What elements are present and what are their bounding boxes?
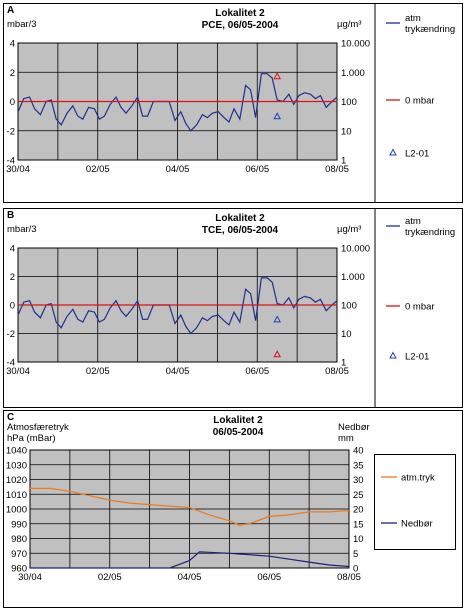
y-tick-label: 960	[11, 564, 27, 575]
legend-label: trykændring	[405, 24, 455, 35]
series-atm-trykændring-line	[17, 277, 338, 335]
y-tick-label: -2	[7, 329, 15, 340]
x-tick-label: 08/05	[325, 366, 349, 377]
y2-tick-label: 10.000	[341, 244, 370, 255]
y2-tick-label: 10	[353, 534, 364, 545]
y-tick-label: 980	[11, 534, 27, 545]
x-tick-label: 06/05	[257, 572, 281, 583]
series-l2-01-marker	[273, 112, 282, 120]
x-tick-label: 02/05	[86, 164, 110, 175]
x-tick-label: 04/05	[166, 164, 190, 175]
series-l2-01-marker	[273, 315, 282, 323]
y2-tick-label: 1.000	[341, 68, 365, 79]
y2-tick-label: 0	[353, 564, 358, 575]
chart-title: Lokalitet 2	[215, 8, 265, 19]
y-axis-label: Atmosfæretryk	[7, 422, 69, 433]
series-l2-06-marker	[273, 72, 282, 80]
legend-label: atm	[405, 13, 421, 24]
y2-tick-label: 1	[341, 156, 346, 167]
y-tick-label: 4	[10, 244, 15, 255]
y2-tick-label: 15	[353, 519, 364, 530]
x-tick-label: 02/05	[86, 366, 110, 377]
y2-tick-label: 100	[341, 301, 357, 312]
y-tick-label: -4	[7, 358, 15, 369]
panel-letter: A	[7, 5, 14, 16]
y-tick-label: -4	[7, 156, 15, 167]
chart-panel-a: 4 2 0 -2 -4 10.000 1.000 100 10 1 30/04 02/05 04/05 0…	[3, 3, 463, 257]
y-tick-label: 970	[11, 549, 27, 560]
y-tick-label: 990	[11, 519, 27, 530]
y2-tick-label: 35	[353, 460, 364, 471]
y2-axis-label: mm	[338, 433, 354, 444]
y2-tick-label: 10	[341, 329, 352, 340]
y-tick-label: 2	[10, 272, 15, 283]
legend-label: L2-01	[405, 352, 429, 363]
y-tick-label: 4	[10, 39, 15, 50]
series-nedbør-line	[30, 551, 350, 569]
legend-box	[374, 454, 456, 550]
chart-subtitle: TCE, 06/05-2004	[202, 225, 279, 236]
legend-label: atm	[405, 216, 421, 227]
y2-axis-label: Nedbør	[338, 422, 370, 433]
x-tick-label: 08/05	[337, 572, 361, 583]
x-tick-label: 06/05	[245, 366, 269, 377]
y-tick-label: 2	[10, 68, 15, 79]
chart-title: Lokalitet 2	[215, 213, 265, 224]
x-tick-label: 04/05	[166, 366, 190, 377]
y2-tick-label: 30	[353, 475, 364, 486]
y2-tick-label: 1.000	[341, 272, 365, 283]
y2-tick-label: 100	[341, 97, 357, 108]
y2-axis-label: µg/m³	[337, 224, 361, 235]
y-tick-label: 0	[10, 301, 15, 312]
legend: atm.tryk Nedbør	[374, 454, 456, 550]
legend-label: L2-01	[405, 149, 429, 160]
legend-label: Nedbør	[401, 519, 433, 530]
y-tick-label: 1040	[6, 446, 27, 457]
y-tick-label: 1000	[6, 505, 27, 516]
x-tick-label: 08/05	[325, 164, 349, 175]
panel-letter: C	[7, 412, 14, 423]
legend-label: 0 mbar	[405, 302, 435, 313]
chart-panel-c: 1040103010201010100099098097096040353025…	[3, 410, 463, 608]
y-tick-label: 1020	[6, 475, 27, 486]
series-atm-tryk-line	[30, 487, 350, 526]
x-tick-label: 06/05	[245, 164, 269, 175]
legend-swatch	[389, 351, 397, 359]
x-tick-label: 30/04	[18, 572, 42, 583]
x-tick-label: 02/05	[98, 572, 122, 583]
legend-label: 0 mbar	[405, 96, 435, 107]
y2-axis-label: µg/m³	[337, 19, 361, 30]
series-l2-06-marker	[273, 350, 282, 358]
chart-panel-b: 4 2 0 -2 -4 10.000 1.000 100 10 1 30/04 02/05 04/05 0…	[3, 208, 463, 462]
y2-tick-label: 10.000	[341, 39, 370, 50]
y-tick-label: 1030	[6, 460, 27, 471]
y2-tick-label: 40	[353, 446, 364, 457]
chart-title: Lokalitet 2	[213, 415, 263, 426]
y2-tick-label: 1	[341, 358, 346, 369]
x-tick-label: 30/04	[6, 164, 30, 175]
series-atm-trykændring-line	[17, 73, 338, 132]
x-tick-label: 04/05	[178, 572, 202, 583]
legend-label: trykændring	[405, 227, 455, 238]
x-tick-label: 30/04	[6, 366, 30, 377]
y2-tick-label: 10	[341, 126, 352, 137]
y2-tick-label: 20	[353, 505, 364, 516]
chart-subtitle: 06/05-2004	[213, 427, 264, 438]
legend-swatch	[389, 148, 397, 156]
y-tick-label: -2	[7, 126, 15, 137]
y2-tick-label: 25	[353, 490, 364, 501]
y-axis-label: mbar/3	[7, 224, 37, 235]
y-tick-label: 1010	[6, 490, 27, 501]
y-tick-label: 0	[10, 97, 15, 108]
y2-tick-label: 5	[353, 549, 358, 560]
y-axis-label: hPa (mBar)	[7, 433, 56, 444]
panel-letter: B	[7, 210, 14, 221]
chart-subtitle: PCE, 06/05-2004	[202, 20, 279, 31]
y-axis-label: mbar/3	[7, 19, 37, 30]
legend-label: atm.tryk	[401, 473, 435, 484]
